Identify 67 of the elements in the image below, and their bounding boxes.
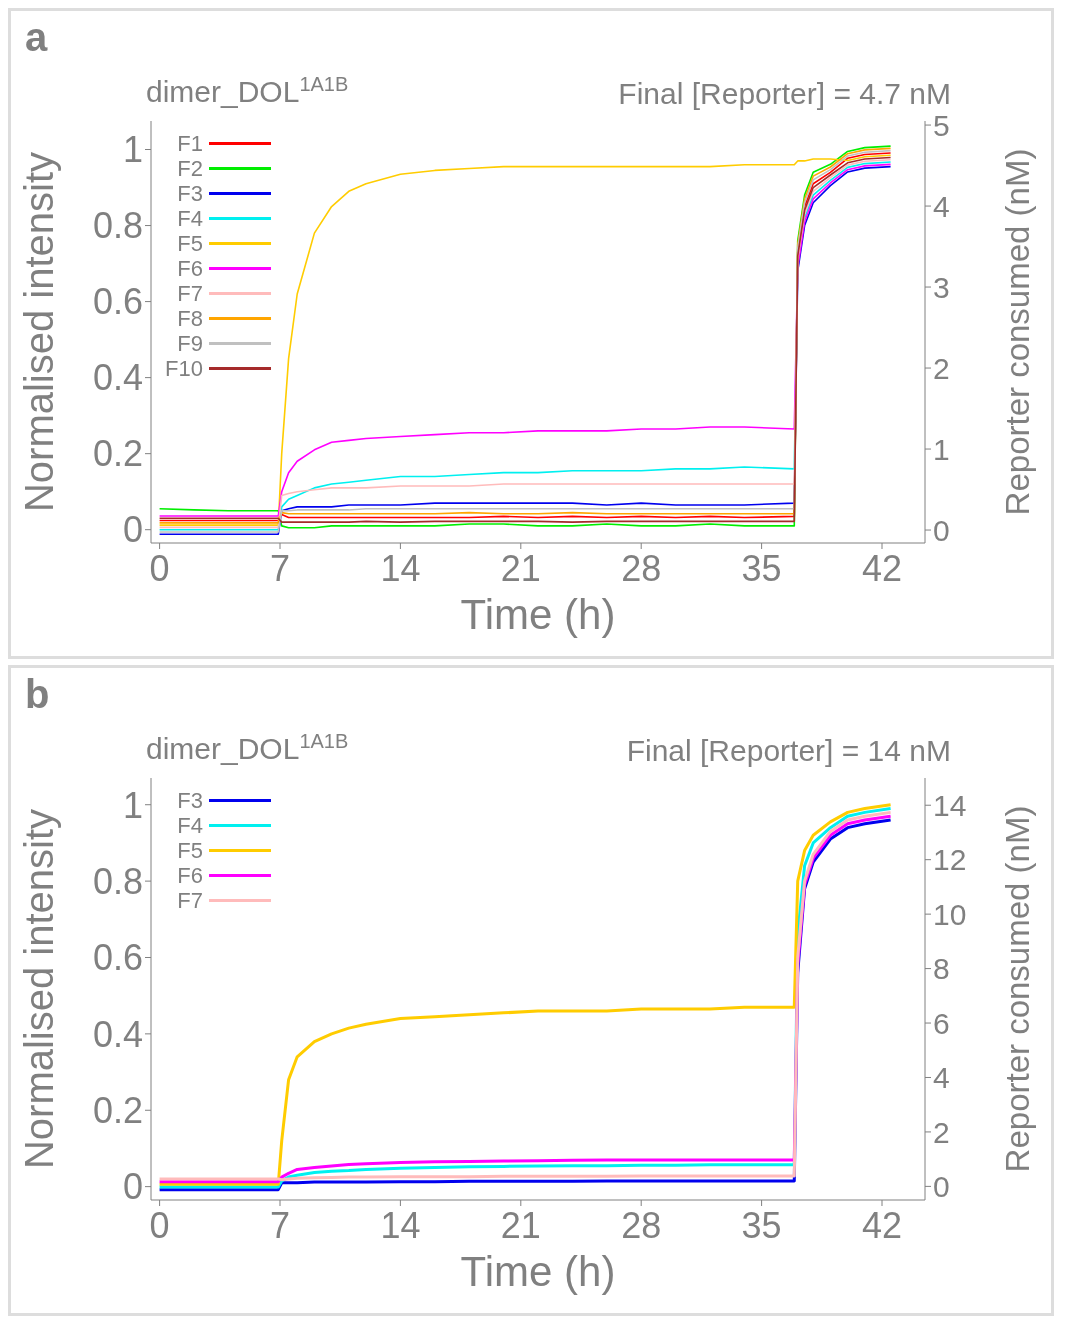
legend-label: F6 [176,862,203,889]
legend-label: F4 [176,205,203,232]
x-tick-label: 0 [149,1204,170,1246]
x-tick-label: 28 [621,547,662,589]
x-tick-label: 7 [269,1204,291,1246]
legend-label: F4 [176,812,203,839]
legend-label: F8 [176,305,203,332]
x-tick-label: 14 [380,547,421,589]
y2-tick-label: 10 [933,897,967,931]
x-axis-title: Time (h) [460,1248,616,1295]
y-tick-label: 0.2 [92,1090,143,1132]
legend-label: F6 [176,255,203,282]
chart-subtitle: Final [Reporter] = 4.7 nM [618,77,951,111]
y2-tick-label: 6 [933,1006,950,1040]
text: a [25,15,48,60]
y2-tick-label: 0 [933,1170,950,1204]
y-tick-label: 0.2 [92,433,143,475]
x-axis-title: Time (h) [460,591,616,638]
y2-tick-label: 0 [933,513,950,547]
y2-tick-label: 5 [933,108,950,142]
y2-axis-title: Reporter consumed (nM) [998,805,1036,1173]
y-tick-label: 0.4 [92,357,143,399]
chart-title: dimer_DOL$^{1A1B}$ [146,730,349,766]
legend-label: F3 [176,787,203,814]
x-tick-label: 42 [861,1204,903,1246]
y2-tick-label: 12 [933,843,967,877]
y2-axis-title: Reporter consumed (nM) [998,148,1036,516]
y2-tick-label: 4 [933,189,950,223]
legend-label: F3 [176,180,203,207]
y2-tick-label: 1 [933,432,950,466]
y-tick-label: 0.8 [92,205,143,247]
y2-tick-label: 8 [933,952,950,986]
legend-label: F2 [176,155,203,182]
x-tick-label: 21 [500,547,541,589]
legend-label: F1 [176,130,203,157]
x-tick-label: 35 [741,547,782,589]
legend-label: F5 [176,837,203,864]
x-tick-label: 35 [741,1204,782,1246]
y2-tick-label: 2 [933,351,950,385]
legend-label: F7 [176,887,203,914]
chart-title: dimer_DOL$^{1A1B}$ [146,73,349,109]
y2-tick-label: 14 [933,788,967,822]
x-tick-label: 7 [269,547,291,589]
y-axis-title: Normalised intensity [17,151,62,513]
x-tick-label: 0 [149,547,170,589]
chart-subtitle: Final [Reporter] = 14 nM [626,734,951,768]
y-tick-label: 0.4 [92,1013,143,1055]
y-tick-label: 0 [122,509,143,551]
y-axis-title: Normalised intensity [17,808,62,1170]
legend-label: F5 [176,230,203,257]
y-tick-label: 0 [122,1166,143,1208]
x-tick-label: 14 [380,1204,421,1246]
y-tick-label: 0.6 [92,281,143,323]
x-tick-label: 21 [500,1204,541,1246]
legend-label: F7 [176,280,203,307]
y-tick-label: 1 [122,784,143,826]
y2-tick-label: 3 [933,270,950,304]
y-tick-label: 0.8 [92,860,143,902]
y-tick-label: 1 [122,129,143,171]
x-tick-label: 42 [861,547,903,589]
text: b [25,672,50,717]
y2-tick-label: 4 [933,1061,950,1095]
y2-tick-label: 2 [933,1115,950,1149]
x-tick-label: 28 [621,1204,662,1246]
y-tick-label: 0.6 [92,937,143,979]
legend-label: F10 [164,355,203,382]
legend-label: F9 [176,330,203,357]
